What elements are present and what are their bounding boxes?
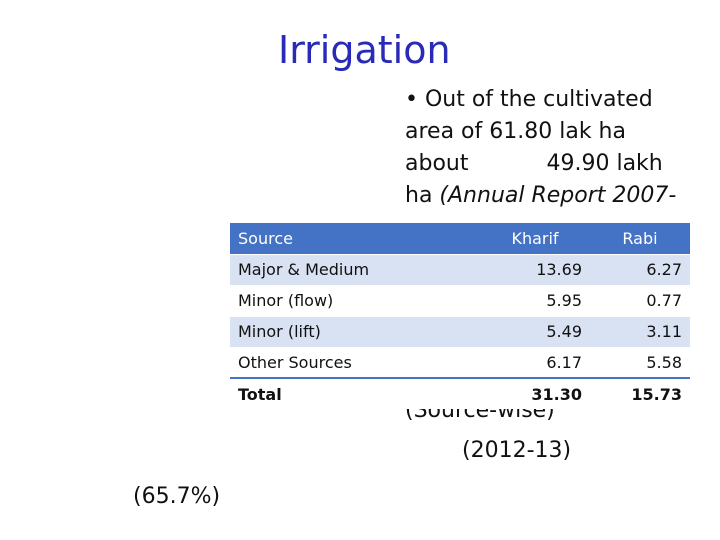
total-kharif: 31.30 <box>480 377 590 409</box>
cell-rabi: 5.58 <box>590 346 690 378</box>
partial-year: (2012-13) <box>462 438 572 463</box>
header-source: Source <box>238 228 293 248</box>
header-kharif: Kharif <box>511 228 559 248</box>
cell-source: Minor (flow) <box>230 284 480 316</box>
cell-source: Minor (lift) <box>230 315 480 347</box>
bullet-line-2: area of 61.80 lak ha <box>405 119 626 144</box>
partial-percent: (65.7%) <box>133 484 221 509</box>
bullet-line-3a: about <box>405 151 469 176</box>
cell-rabi: 0.77 <box>590 284 690 316</box>
cell-kharif: 5.95 <box>480 284 590 316</box>
total-label: Total <box>230 377 480 409</box>
cell-rabi: 3.11 <box>590 315 690 347</box>
table-row: Other Sources 6.17 5.58 <box>230 346 690 378</box>
table-total-row: Total 31.30 15.73 <box>230 377 690 409</box>
cell-source: Other Sources <box>230 346 480 378</box>
cell-source: Major & Medium <box>230 253 480 285</box>
table-row: Minor (lift) 5.49 3.11 <box>230 315 690 347</box>
cell-kharif: 6.17 <box>480 346 590 378</box>
table-row: Minor (flow) 5.95 0.77 <box>230 284 690 316</box>
cell-kharif: 13.69 <box>480 253 590 285</box>
bullet-line-3b: 49.90 lakh <box>546 151 663 176</box>
table-row: Major & Medium 13.69 6.27 <box>230 253 690 285</box>
bullet-line-4-text: ha (Annual Report 2007- <box>405 183 677 208</box>
bullet-line-1: • Out of the cultivated <box>405 87 653 112</box>
bullet-line-4: ha (Annual Report 2007- <box>405 180 705 212</box>
cell-rabi: 6.27 <box>590 253 690 285</box>
cell-kharif: 5.49 <box>480 315 590 347</box>
bullet-line-3: about 49.90 lakh <box>405 148 705 180</box>
irrigation-table: Source Kharif Rabi Major & Medium 13.69 … <box>230 223 690 409</box>
slide-title: Irrigation <box>278 28 451 72</box>
bullet-text: • Out of the cultivated area of 61.80 la… <box>405 84 705 212</box>
header-rabi: Rabi <box>622 228 658 248</box>
total-rabi: 15.73 <box>590 377 690 409</box>
table-header-row: Source Kharif Rabi <box>230 223 690 254</box>
